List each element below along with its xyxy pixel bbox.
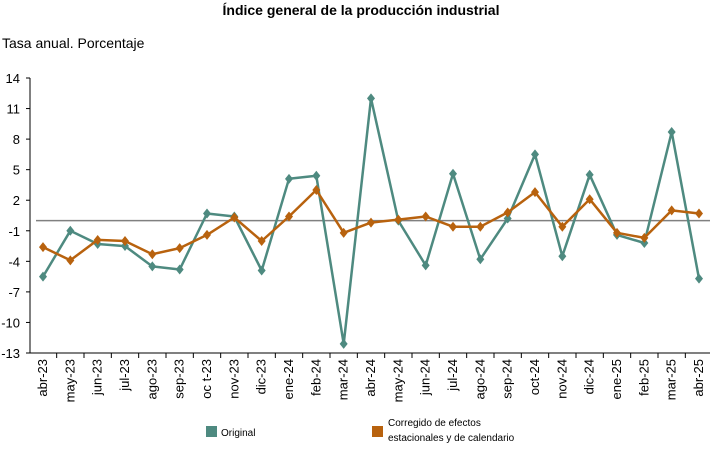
- x-tick-label: nov-23: [226, 359, 241, 399]
- data-point-original: [640, 238, 649, 248]
- data-point-original: [175, 264, 184, 275]
- y-tick-label: 14: [6, 71, 20, 86]
- data-point-corregido: [503, 207, 512, 218]
- data-point-corregido: [367, 217, 375, 228]
- data-point-corregido: [667, 205, 676, 216]
- data-point-original: [121, 241, 129, 252]
- x-tick-label: feb-25: [636, 359, 651, 396]
- data-point-original: [585, 169, 594, 180]
- data-point-original: [285, 173, 293, 184]
- y-tick-label: -7: [8, 285, 20, 300]
- legend-label-original: Original: [221, 428, 255, 439]
- y-tick-label: -1: [8, 224, 20, 239]
- data-point-corregido: [558, 221, 567, 232]
- data-point-original: [449, 168, 457, 179]
- data-point-corregido: [230, 212, 239, 223]
- x-tick-label: sep-23: [172, 359, 187, 399]
- data-point-corregido: [695, 208, 703, 219]
- data-point-corregido: [93, 234, 102, 245]
- data-point-original: [421, 260, 430, 271]
- data-point-corregido: [66, 255, 75, 266]
- x-tick-label: jul-24: [445, 359, 460, 392]
- y-tick-label: -13: [1, 346, 20, 361]
- x-tick-label: dic-23: [254, 359, 269, 394]
- x-tick-label: jun-23: [90, 359, 105, 396]
- x-tick-label: abr-23: [35, 359, 50, 397]
- x-tick-label: mar-25: [664, 359, 679, 400]
- x-tick-label: ago-23: [144, 359, 159, 399]
- y-tick-label: 5: [13, 163, 20, 178]
- x-tick-label: mar-24: [336, 359, 351, 400]
- data-point-corregido: [175, 243, 184, 254]
- x-tick-label: ago-24: [472, 359, 487, 399]
- x-tick-label: ene-24: [281, 359, 296, 399]
- ticks-layer: 14 11 8 5 2 -1 -4 -7 -10 -13 abr-23 may-23 jun-23 jul…: [1, 71, 706, 402]
- data-point-corregido: [39, 242, 47, 253]
- series-layer: [39, 93, 703, 349]
- data-point-original: [339, 338, 348, 349]
- data-point-original: [39, 271, 47, 282]
- y-tick-label: 2: [13, 193, 20, 208]
- data-point-corregido: [121, 235, 129, 246]
- data-point-corregido: [476, 221, 485, 232]
- x-tick-label: abr-24: [363, 359, 378, 397]
- data-point-original: [257, 265, 266, 276]
- legend-swatch-original: [206, 426, 217, 437]
- chart-title: Índice general de la producción industri…: [223, 2, 500, 18]
- data-point-corregido: [203, 229, 211, 240]
- data-point-corregido: [585, 194, 594, 205]
- y-tick-label: -10: [1, 315, 20, 330]
- data-point-corregido: [257, 235, 266, 246]
- chart-subtitle: Tasa anual. Porcentaje: [2, 35, 145, 51]
- data-point-original: [531, 149, 539, 160]
- data-point-corregido: [394, 214, 403, 225]
- data-point-original: [667, 126, 676, 137]
- data-point-corregido: [640, 232, 649, 243]
- data-point-original: [695, 273, 703, 284]
- x-tick-label: oct-24: [527, 359, 542, 395]
- x-tick-label: oc t-23: [199, 359, 214, 399]
- data-point-original: [503, 213, 512, 224]
- data-point-original: [66, 225, 75, 236]
- data-point-corregido: [285, 211, 293, 222]
- legend-swatch-corregido: [372, 426, 383, 437]
- y-tick-label: 8: [13, 132, 20, 147]
- data-point-original: [312, 170, 321, 181]
- y-tick-label: 11: [7, 102, 21, 117]
- x-tick-label: ene-25: [609, 359, 624, 399]
- data-point-corregido: [421, 211, 430, 222]
- data-point-corregido: [148, 249, 157, 260]
- legend-label-corregido: Corregido de efectos: [388, 418, 481, 429]
- data-point-corregido: [339, 227, 348, 238]
- data-point-corregido: [312, 185, 321, 196]
- data-point-original: [203, 208, 211, 219]
- x-tick-label: may-24: [390, 359, 405, 402]
- data-point-original: [476, 254, 485, 265]
- x-tick-label: may-23: [62, 359, 77, 402]
- data-point-original: [148, 261, 157, 272]
- x-tick-label: abr-25: [691, 359, 706, 397]
- y-tick-label: -4: [8, 254, 20, 269]
- data-point-original: [558, 251, 567, 262]
- x-tick-label: feb-24: [308, 359, 323, 396]
- x-tick-label: dic-24: [582, 359, 597, 394]
- data-point-original: [367, 93, 375, 104]
- x-tick-label: jun-24: [418, 359, 433, 396]
- x-tick-label: sep-24: [500, 359, 515, 399]
- data-point-corregido: [531, 187, 539, 198]
- legend: Original Corregido de efectos estacionales…: [206, 418, 515, 444]
- x-tick-label: jul-23: [117, 359, 132, 392]
- data-point-corregido: [613, 227, 621, 238]
- data-point-corregido: [449, 221, 457, 232]
- x-tick-label: nov-24: [554, 359, 569, 399]
- legend-label-corregido: estacionales y de calendario: [388, 433, 515, 444]
